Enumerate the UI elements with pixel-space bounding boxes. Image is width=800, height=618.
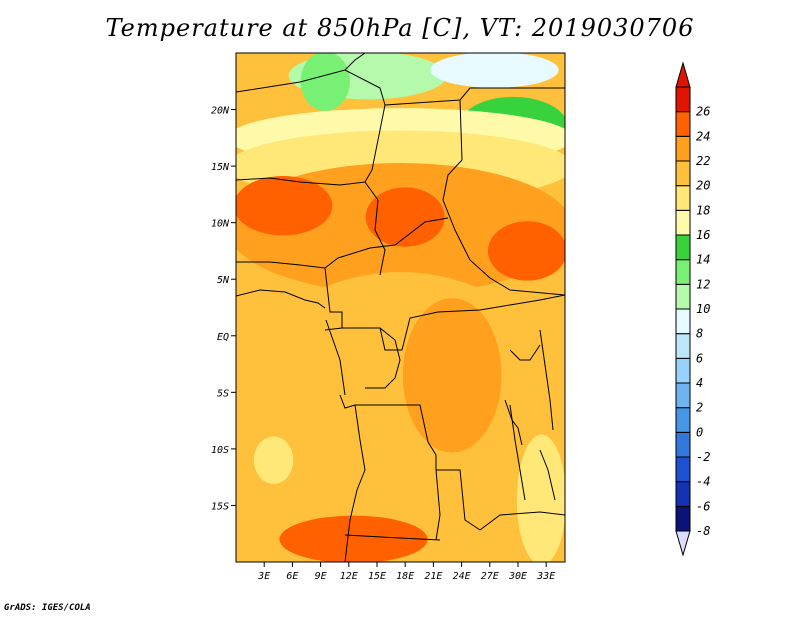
region-hot-nigeria — [236, 176, 333, 236]
lat-tick-label: 10S — [211, 445, 229, 456]
colorbar-swatch — [675, 111, 691, 137]
lon-tick-label: 15E — [368, 571, 386, 582]
colorbar-swatch — [675, 382, 691, 409]
colorbar-label: 8 — [696, 327, 703, 341]
colorbar-label: 16 — [696, 228, 710, 242]
colorbar-label: -2 — [696, 450, 710, 464]
colorbar-swatch — [675, 308, 691, 335]
colorbar-swatch — [675, 407, 691, 433]
colorbar-label: -6 — [696, 499, 710, 513]
colorbar-label: -4 — [696, 475, 710, 489]
colorbar-label: 0 — [696, 425, 703, 439]
region-east-pale — [516, 434, 565, 562]
latitude-axis: 20N 15N 10N 5N EQ 5S 10S 15S — [211, 106, 236, 512]
lon-tick-label: 33E — [536, 571, 555, 582]
colorbar-swatch — [675, 135, 691, 162]
colorbar-swatch — [675, 456, 691, 483]
lon-tick-label: 30E — [508, 571, 527, 582]
lon-tick-label: 6E — [286, 571, 298, 582]
lat-tick-label: 5S — [217, 388, 229, 399]
lat-tick-label: 20N — [211, 106, 230, 117]
lon-tick-label: 27E — [481, 571, 499, 582]
map-title: Temperature at 850hPa [C], VT: 201903070… — [105, 14, 695, 42]
lat-tick-label: 5N — [217, 275, 230, 286]
colorbar-swatch — [675, 160, 691, 187]
lon-tick-label: 9E — [315, 571, 327, 582]
colorbar-swatch — [675, 431, 691, 458]
plot-frame — [235, 52, 566, 563]
grads-credit: GrADS: IGES/COLA — [4, 603, 91, 613]
colorbar-swatch — [675, 505, 691, 532]
colorbar-high-arrow — [675, 61, 691, 88]
colorbar-label: -8 — [696, 524, 710, 538]
lon-tick-label: 24E — [453, 571, 471, 582]
lat-tick-label: 15S — [211, 501, 229, 512]
country-borders — [236, 53, 565, 562]
temperature-field — [236, 53, 565, 562]
colorbar-swatch — [675, 234, 691, 261]
colorbar-swatch — [675, 209, 691, 236]
colorbar-label: 24 — [696, 129, 710, 143]
colorbar-swatch — [675, 86, 691, 113]
colorbar-label: 18 — [696, 203, 710, 217]
colorbar-low-arrow — [675, 530, 691, 557]
lon-tick-label: 21E — [424, 571, 442, 582]
region-congo-orange — [402, 298, 502, 453]
longitude-axis: 3E 6E 9E 12E 15E 18E 21E 24E 27E 30E 33E — [257, 562, 555, 582]
colorbar-label: 14 — [696, 253, 710, 267]
colorbar-label: 20 — [696, 179, 710, 193]
colorbar-label: 4 — [696, 376, 703, 390]
region-band-sahara-green — [300, 53, 350, 111]
region-namibia-hot — [279, 515, 428, 562]
colorbar-label: 12 — [696, 277, 710, 291]
colorbar-label: 2 — [696, 401, 703, 415]
colorbar-swatch — [675, 185, 691, 211]
colorbar-swatch — [675, 333, 691, 359]
lat-tick-label: 10N — [211, 219, 230, 230]
colorbar-swatch — [675, 283, 691, 310]
lon-tick-label: 3E — [257, 571, 270, 582]
colorbar-label: 6 — [696, 351, 703, 365]
colorbar-label: 26 — [696, 105, 710, 119]
lat-tick-label: 15N — [211, 162, 230, 173]
lat-tick-label: EQ — [217, 332, 229, 343]
colorbar-label: 22 — [696, 154, 710, 168]
colorbar-swatch — [675, 481, 691, 507]
lon-tick-label: 12E — [340, 571, 358, 582]
lon-tick-label: 18E — [396, 571, 414, 582]
region-hot-chad — [365, 187, 445, 247]
region-angola-pale — [253, 436, 294, 484]
region-band-libya-white — [430, 53, 559, 88]
colorbar-swatch — [675, 357, 691, 384]
colorbar-swatch — [675, 259, 691, 285]
colorbar-label: 10 — [696, 302, 710, 316]
region-hot-sudan — [487, 221, 565, 281]
